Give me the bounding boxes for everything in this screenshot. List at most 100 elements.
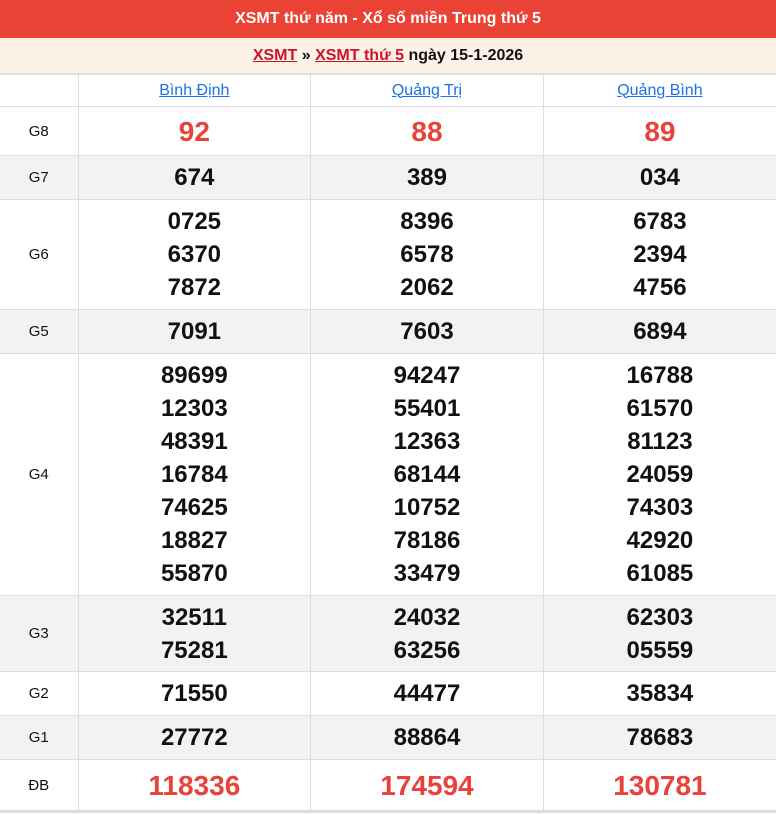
prize-number: 24032 xyxy=(393,603,461,631)
prize-label: G8 xyxy=(0,106,79,156)
prize-number: 89699 xyxy=(160,362,228,389)
prize-number: 7872 xyxy=(167,274,222,301)
prize-label: G6 xyxy=(0,199,79,310)
province-header: Quảng Bình xyxy=(542,74,776,107)
prize-row: G3 32511 75281 24032 63256 62303 05559 xyxy=(0,595,776,672)
prize-number: 63256 xyxy=(393,636,461,664)
prize-label: G5 xyxy=(0,309,79,354)
prize-cell: 71550 xyxy=(77,671,312,716)
prize-label: G2 xyxy=(0,671,79,716)
prize-cell: 174594 xyxy=(310,759,544,813)
prize-number: 74625 xyxy=(160,494,228,521)
province-link[interactable]: Quảng Bình xyxy=(617,81,703,99)
prize-number: 42920 xyxy=(626,527,694,554)
prize-number: 24059 xyxy=(626,461,694,488)
province-header-row: Bình Định Quảng Trị Quảng Bình xyxy=(0,74,776,107)
prize-row: G2 71550 44477 35834 xyxy=(0,671,776,716)
prize-number: 88864 xyxy=(393,724,461,751)
prize-label: G1 xyxy=(0,715,79,760)
prize-label: G4 xyxy=(0,353,79,596)
prize-number: 16784 xyxy=(160,461,228,488)
prize-row: G5 7091 7603 6894 xyxy=(0,309,776,354)
prize-number: 71550 xyxy=(160,680,228,707)
prize-number: 10752 xyxy=(393,494,461,521)
province-header: Bình Định xyxy=(77,74,312,107)
prize-number: 6370 xyxy=(167,241,222,268)
prize-number: 44477 xyxy=(393,680,461,707)
province-link[interactable]: Quảng Trị xyxy=(391,81,463,99)
prize-number: 75281 xyxy=(160,636,228,664)
prize-cell: 24032 63256 xyxy=(310,595,544,672)
results-table: Bình Định Quảng Trị Quảng Bình G8 92 88 89 G… xyxy=(0,74,776,813)
prize-label: G7 xyxy=(0,155,79,200)
prize-number: 12363 xyxy=(393,428,461,455)
prize-number: 2394 xyxy=(633,241,687,268)
province-header: Quảng Trị xyxy=(310,74,544,107)
prize-row: G1 27772 88864 78683 xyxy=(0,715,776,760)
breadcrumb: XSMT » XSMT thứ 5 ngày 15-1-2026 xyxy=(0,38,776,74)
prize-cell: 8396 6578 2062 xyxy=(310,199,544,310)
prize-row: G8 92 88 89 xyxy=(0,106,776,156)
prize-number: 55401 xyxy=(393,395,461,422)
prize-number: 389 xyxy=(406,164,447,191)
prize-number: 16788 xyxy=(626,362,694,389)
prize-cell: 35834 xyxy=(542,671,776,716)
prize-cell: 130781 xyxy=(542,759,776,813)
prize-number: 118336 xyxy=(148,769,241,801)
prize-cell: 27772 xyxy=(77,715,312,760)
prize-cell: 6783 2394 4756 xyxy=(542,199,776,310)
prize-number: 0725 xyxy=(167,208,222,235)
prize-cell: 88 xyxy=(310,106,544,156)
empty-corner xyxy=(0,74,79,107)
prize-number: 7091 xyxy=(167,318,222,345)
prize-cell: 7603 xyxy=(310,309,544,354)
prize-number: 61085 xyxy=(626,560,694,587)
prize-cell: 0725 6370 7872 xyxy=(77,199,312,310)
prize-number: 4756 xyxy=(633,274,687,301)
prize-number: 33479 xyxy=(393,560,461,587)
prize-number: 6783 xyxy=(633,208,687,235)
prize-number: 6578 xyxy=(400,241,454,268)
prize-cell: 92 xyxy=(77,106,312,156)
prize-number: 6894 xyxy=(633,318,687,345)
prize-cell: 118336 xyxy=(77,759,312,813)
prize-cell: 6894 xyxy=(542,309,776,354)
prize-cell: 674 xyxy=(77,155,312,200)
prize-number: 81123 xyxy=(627,428,693,455)
prize-label: ĐB xyxy=(0,759,79,813)
prize-row: G4 89699 12303 48391 16784 74625 18827 55870 942… xyxy=(0,353,776,596)
breadcrumb-date: ngày 15-1-2026 xyxy=(408,47,524,64)
prize-number: 78683 xyxy=(626,724,694,751)
prize-number: 35834 xyxy=(626,680,694,707)
prize-number: 88 xyxy=(411,115,443,147)
prize-cell: 62303 05559 xyxy=(542,595,776,672)
prize-row: G6 0725 6370 7872 8396 6578 2062 6783 2394 4756 xyxy=(0,199,776,310)
prize-number: 034 xyxy=(639,164,680,191)
prize-number: 61570 xyxy=(626,395,694,422)
breadcrumb-xsmt-link[interactable]: XSMT xyxy=(252,47,298,64)
prize-cell: 89699 12303 48391 16784 74625 18827 55870 xyxy=(77,353,312,596)
prize-cell: 32511 75281 xyxy=(77,595,312,672)
prize-cell: 89 xyxy=(542,106,776,156)
prize-number: 62303 xyxy=(626,603,694,631)
province-link[interactable]: Bình Định xyxy=(159,81,230,99)
prize-number: 94247 xyxy=(393,362,461,389)
prize-label: G3 xyxy=(0,595,79,672)
prize-cell: 034 xyxy=(542,155,776,200)
prize-number: 74303 xyxy=(626,494,694,521)
prize-row: ĐB 118336 174594 130781 xyxy=(0,759,776,813)
prize-number: 48391 xyxy=(160,428,228,455)
prize-number: 78186 xyxy=(393,527,461,554)
prize-number: 674 xyxy=(174,164,215,191)
prize-cell: 389 xyxy=(310,155,544,200)
prize-number: 55870 xyxy=(160,560,228,587)
prize-number: 7603 xyxy=(400,318,454,345)
prize-number: 27772 xyxy=(160,724,228,751)
prize-number: 18827 xyxy=(160,527,228,554)
prize-number: 2062 xyxy=(400,274,454,301)
prize-number: 12303 xyxy=(160,395,228,422)
breadcrumb-xsmt-thu5-link[interactable]: XSMT thứ 5 xyxy=(315,47,404,64)
prize-cell: 94247 55401 12363 68144 10752 78186 33479 xyxy=(310,353,544,596)
page-title: XSMT thứ năm - Xổ số miền Trung thứ 5 xyxy=(0,0,776,38)
prize-number: 130781 xyxy=(613,769,707,801)
